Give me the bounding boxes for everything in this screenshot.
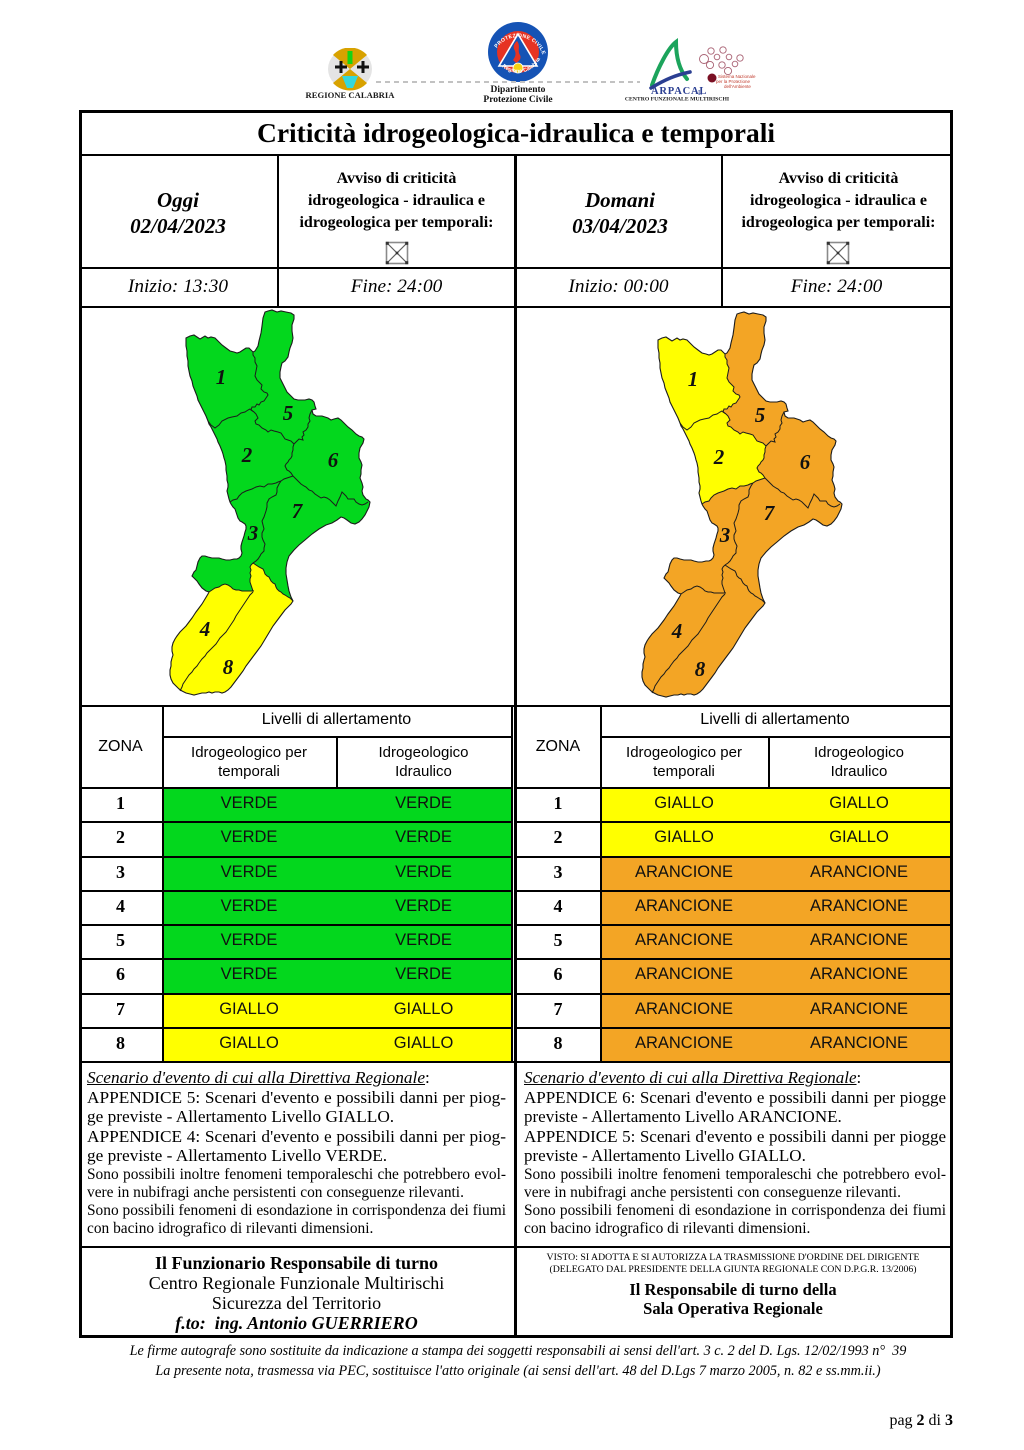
svg-text:2: 2 — [713, 445, 725, 469]
svg-text:5: 5 — [755, 403, 766, 427]
svg-text:4: 4 — [671, 619, 683, 643]
svg-text:dell'Ambiente: dell'Ambiente — [724, 84, 751, 89]
svg-text:per la Protezione: per la Protezione — [716, 79, 751, 84]
svg-text:5: 5 — [283, 401, 294, 425]
svg-text:L: L — [698, 89, 702, 97]
svg-text:1: 1 — [688, 367, 699, 391]
svg-text:1: 1 — [216, 365, 227, 389]
svg-text:3: 3 — [247, 521, 259, 545]
svg-text:7: 7 — [292, 499, 304, 523]
svg-text:8: 8 — [223, 655, 234, 679]
svg-text:4: 4 — [199, 617, 211, 641]
svg-text:8: 8 — [695, 657, 706, 681]
svg-text:7: 7 — [764, 501, 776, 525]
svg-text:ARPACAL: ARPACAL — [651, 86, 707, 97]
svg-text:6: 6 — [328, 448, 339, 472]
svg-text:Sistema Nazionale: Sistema Nazionale — [718, 74, 756, 79]
svg-text:2: 2 — [241, 443, 253, 467]
svg-text:6: 6 — [800, 450, 811, 474]
svg-text:3: 3 — [719, 523, 731, 547]
